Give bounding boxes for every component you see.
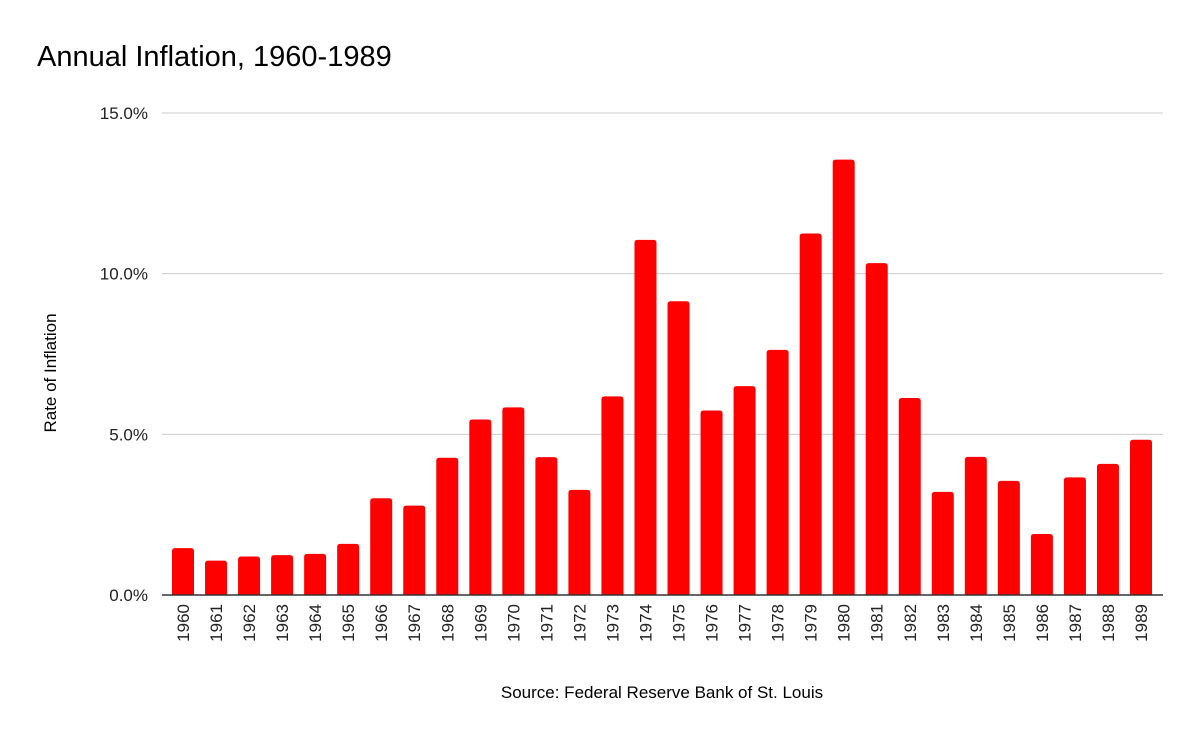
- bars: [172, 159, 1152, 596]
- x-axis-ticks: 1960 1961 1962 1963 1964 1965 1966 1967 1968 1969…: [174, 604, 1151, 642]
- x-tick-label: 1974: [636, 604, 655, 642]
- y-tick-label: 0.0%: [109, 586, 148, 605]
- bar-1960: [172, 548, 194, 595]
- y-tick-label: 15.0%: [100, 104, 148, 123]
- x-tick-label: 1979: [802, 604, 821, 642]
- y-axis-label: Rate of Inflation: [41, 313, 60, 432]
- x-tick-label: 1978: [769, 604, 788, 642]
- bar-1968: [436, 457, 459, 595]
- x-tick-label: 1966: [372, 604, 391, 642]
- x-tick-label: 1982: [901, 604, 920, 642]
- x-tick-label: 1968: [438, 604, 457, 642]
- x-tick-label: 1989: [1132, 604, 1151, 642]
- x-tick-label: 1965: [339, 604, 358, 642]
- x-tick-label: 1963: [273, 604, 292, 642]
- x-tick-label: 1981: [868, 604, 887, 642]
- bar-1985: [997, 480, 1020, 595]
- bar-1980: [832, 159, 855, 596]
- bar-1988: [1096, 463, 1119, 595]
- x-tick-label: 1964: [306, 604, 325, 642]
- x-tick-label: 1960: [174, 604, 193, 642]
- bar-1967: [403, 505, 426, 595]
- bar-1970: [502, 407, 525, 595]
- bar-1975: [667, 301, 690, 595]
- x-tick-label: 1973: [603, 604, 622, 642]
- bar-1977: [733, 386, 756, 595]
- x-tick-label: 1969: [471, 604, 490, 642]
- x-tick-label: 1983: [934, 604, 953, 642]
- y-tick-label: 10.0%: [100, 265, 148, 284]
- x-tick-label: 1985: [1000, 604, 1019, 642]
- bar-1982: [898, 398, 921, 595]
- bar-1973: [601, 396, 624, 595]
- x-tick-label: 1986: [1033, 604, 1052, 642]
- bar-1976: [700, 410, 723, 595]
- x-tick-label: 1988: [1099, 604, 1118, 642]
- bar-1972: [568, 489, 591, 595]
- bar-1979: [799, 233, 822, 595]
- x-tick-label: 1970: [504, 604, 523, 642]
- y-tick-label: 5.0%: [109, 425, 148, 444]
- x-tick-label: 1972: [570, 604, 589, 642]
- gridlines: [162, 112, 1163, 435]
- bar-1962: [238, 556, 261, 595]
- x-axis-label: Source: Federal Reserve Bank of St. Loui…: [501, 683, 823, 702]
- bar-1986: [1030, 533, 1053, 595]
- x-tick-label: 1961: [207, 604, 226, 642]
- bar-1983: [931, 491, 954, 595]
- y-axis-ticks: 0.0% 5.0% 10.0% 15.0%: [100, 104, 148, 605]
- x-tick-label: 1975: [670, 604, 689, 642]
- bar-1974: [634, 239, 657, 595]
- bar-1978: [766, 349, 789, 595]
- x-tick-label: 1984: [967, 604, 986, 642]
- x-tick-label: 1987: [1066, 604, 1085, 642]
- bar-1964: [304, 553, 327, 595]
- x-tick-label: 1977: [736, 604, 755, 642]
- bar-1963: [271, 555, 294, 595]
- x-tick-label: 1976: [703, 604, 722, 642]
- bar-1981: [865, 263, 888, 595]
- bar-1961: [205, 560, 228, 595]
- bar-1965: [337, 543, 360, 595]
- x-tick-label: 1971: [537, 604, 556, 642]
- bar-1971: [535, 457, 558, 595]
- x-tick-label: 1962: [240, 604, 259, 642]
- bar-1969: [469, 419, 492, 595]
- chart-title: Annual Inflation, 1960-1989: [37, 41, 392, 73]
- x-tick-label: 1967: [405, 604, 424, 642]
- bar-1987: [1063, 477, 1086, 595]
- bar-1984: [964, 456, 987, 595]
- x-tick-label: 1980: [835, 604, 854, 642]
- bar-1966: [370, 498, 393, 595]
- bar-1989: [1130, 439, 1152, 595]
